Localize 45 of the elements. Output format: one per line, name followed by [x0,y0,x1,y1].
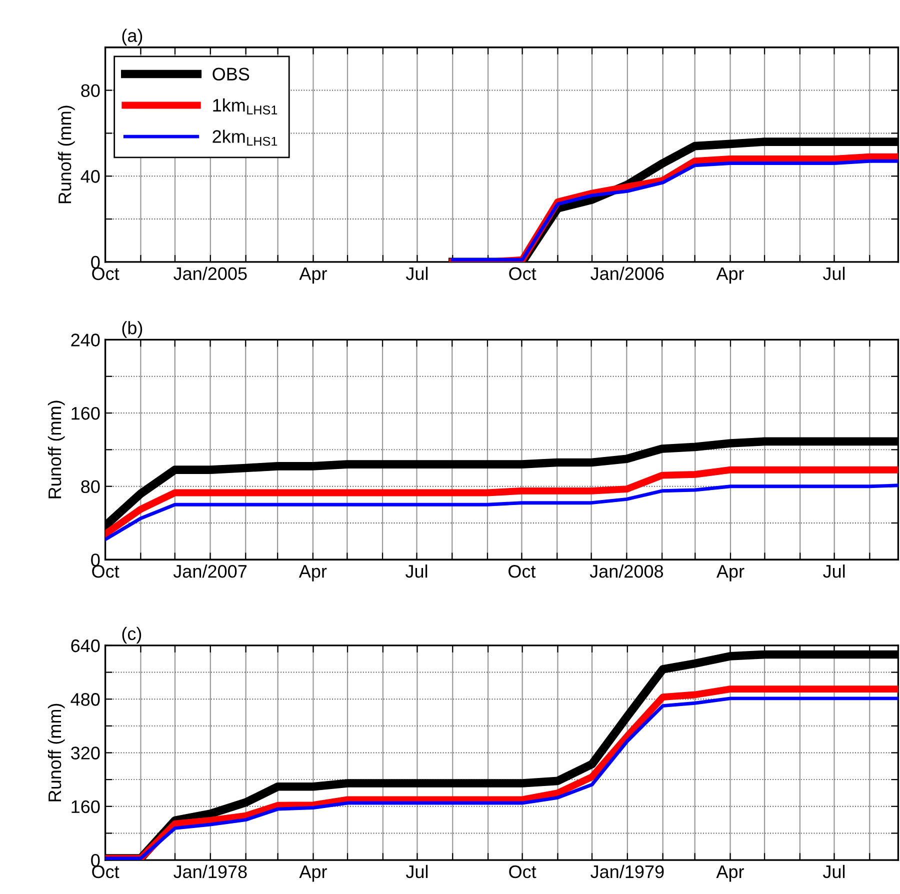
x-tick-label: Oct [508,564,536,578]
legend-label: 2km$_{LHS1}$ [212,130,278,146]
x-tick-label: Jan/2005 [174,266,247,280]
x-tick-label: Jan/2008 [590,564,664,578]
legend-label: OBS [212,68,250,81]
x-tick-label: Jul [406,564,428,578]
legend-label: 1km$_{LHS1}$ [213,98,278,114]
x-tick-label: Oct [509,267,536,280]
y-axis-title: Runoff (mm) [48,704,65,802]
x-tick-label: Jan/1978 [174,864,247,878]
x-tick-label: Jan/2006 [590,266,664,280]
x-tick-label: Oct [509,865,536,878]
x-tick-label: Apr [716,866,744,882]
x-tick-label: Jul [406,864,428,878]
chart-title: (b) [122,321,142,338]
y-tick-label: 80 [81,480,100,494]
x-tick-label: Jul [823,564,845,578]
x-tick-label: Oct [92,564,120,578]
x-tick-label: Apr [299,267,327,284]
x-tick-label: Jan/2007 [173,564,247,578]
x-tick-label: Jul [822,266,845,280]
x-tick-label: Apr [716,565,744,582]
x-tick-label: Oct [92,865,120,878]
chart-title: (a) [122,28,142,46]
y-tick-label: 0 [91,554,100,566]
x-tick-label: Jul [822,864,845,878]
y-axis-title: Runoff (mm) [58,106,75,204]
y-axis-title: Runoff (mm) [48,400,65,498]
chart-title: (c) [122,626,142,644]
y-tick-label: 160 [72,406,100,420]
y-tick-label: 160 [72,800,100,814]
y-tick-label: 480 [70,693,100,706]
x-tick-label: Oct [92,267,120,280]
x-tick-label: Apr [716,267,744,284]
y-tick-label: 80 [81,84,100,98]
x-tick-label: Apr [298,565,327,582]
y-tick-label: 640 [71,639,100,652]
x-tick-label: Jul [406,266,428,280]
x-tick-label: Apr [299,866,327,882]
y-tick-label: 40 [80,170,100,183]
y-tick-label: 320 [71,746,100,760]
y-tick-label: 0 [91,256,100,269]
x-tick-label: Jan/1979 [590,864,664,878]
y-tick-label: 0 [91,854,100,867]
y-tick-label: 240 [71,334,100,346]
